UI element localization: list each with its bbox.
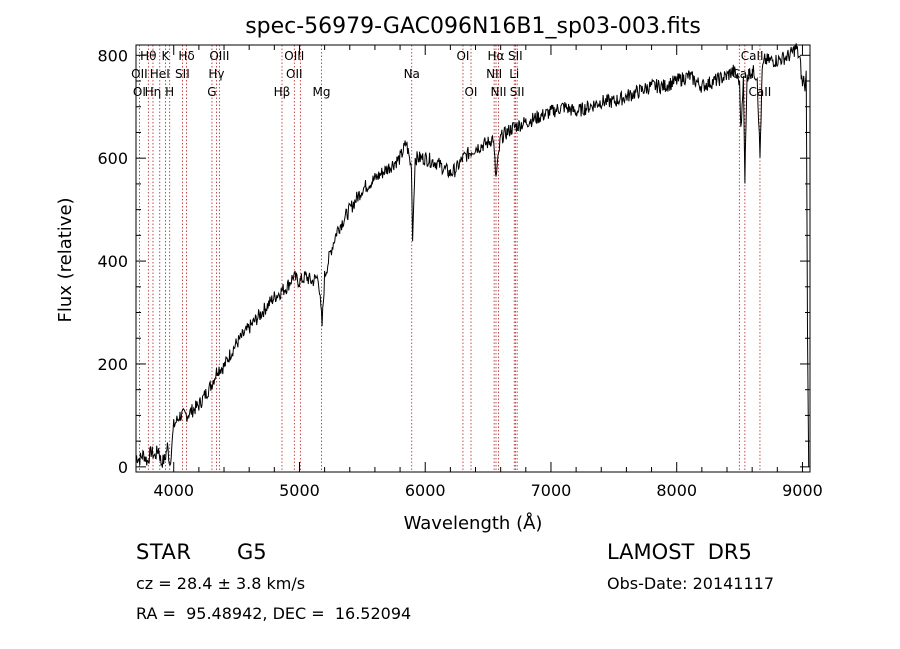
line-label-1: K [161, 49, 170, 63]
line-label-0: Hθ [140, 49, 156, 63]
line-label-11: SII [175, 67, 190, 81]
line-label-19: Hη [145, 85, 162, 99]
line-label-3: OIII [209, 49, 229, 63]
y-tick-label: 800 [97, 46, 128, 65]
y-tick-label: 200 [97, 355, 128, 374]
line-label-4: OIII [284, 49, 304, 63]
line-label-7: SII [508, 49, 523, 63]
line-label-13: OII [286, 67, 303, 81]
observation-date: Obs-Date: 20141117 [607, 574, 775, 593]
object-subclass: G5 [237, 540, 267, 564]
x-tick-label: 9000 [782, 481, 823, 500]
line-label-16: Li [509, 67, 519, 81]
y-axis: 0 200 400 600 800 [97, 46, 810, 477]
x-tick-label: 5000 [279, 481, 320, 500]
x-axis-label: Wavelength (Å) [404, 512, 543, 534]
x-tick-label: 4000 [153, 481, 194, 500]
x-tick-label: 7000 [531, 481, 572, 500]
object-class: STAR [136, 540, 192, 564]
line-label-14: Na [404, 67, 420, 81]
y-tick-label: 0 [118, 458, 128, 477]
x-tick-label: 6000 [405, 481, 446, 500]
line-label-23: Mg [312, 85, 330, 99]
line-label-21: G [207, 85, 216, 99]
line-label-20: H [165, 85, 174, 99]
line-label-5: OI [456, 49, 469, 63]
line-label-24: OI [464, 85, 477, 99]
spectrum-line [135, 43, 810, 468]
line-label-9: OII [131, 67, 148, 81]
plot-frame [135, 44, 811, 473]
chart-title: spec-56979-GAC096N16B1_sp03-003.fits [245, 14, 701, 39]
line-label-12: Hγ [208, 67, 224, 81]
y-tick-label: 600 [97, 149, 128, 168]
ra-dec-coordinates: RA = 95.48942, DEC = 16.52094 [136, 604, 412, 623]
line-label-22: Hβ [274, 85, 291, 99]
x-axis: 4000 5000 6000 7000 8000 9000 [153, 45, 823, 500]
y-axis-label: Flux (relative) [55, 197, 76, 322]
x-tick-label: 8000 [656, 481, 697, 500]
survey-release: LAMOST DR5 [607, 540, 752, 564]
line-label-8: CaII [741, 49, 764, 63]
line-label-27: CaII [749, 85, 772, 99]
line-label-26: SII [510, 85, 525, 99]
line-label-6: Hα [488, 49, 505, 63]
line-label-25: NII [490, 85, 506, 99]
line-label-15: NII [486, 67, 502, 81]
line-label-2: Hδ [178, 49, 194, 63]
line-label-10: HeI [150, 67, 170, 81]
redshift-velocity: cz = 28.4 ± 3.8 km/s [136, 574, 306, 593]
spectral-line-markers [138, 45, 761, 472]
y-tick-label: 400 [97, 252, 128, 271]
